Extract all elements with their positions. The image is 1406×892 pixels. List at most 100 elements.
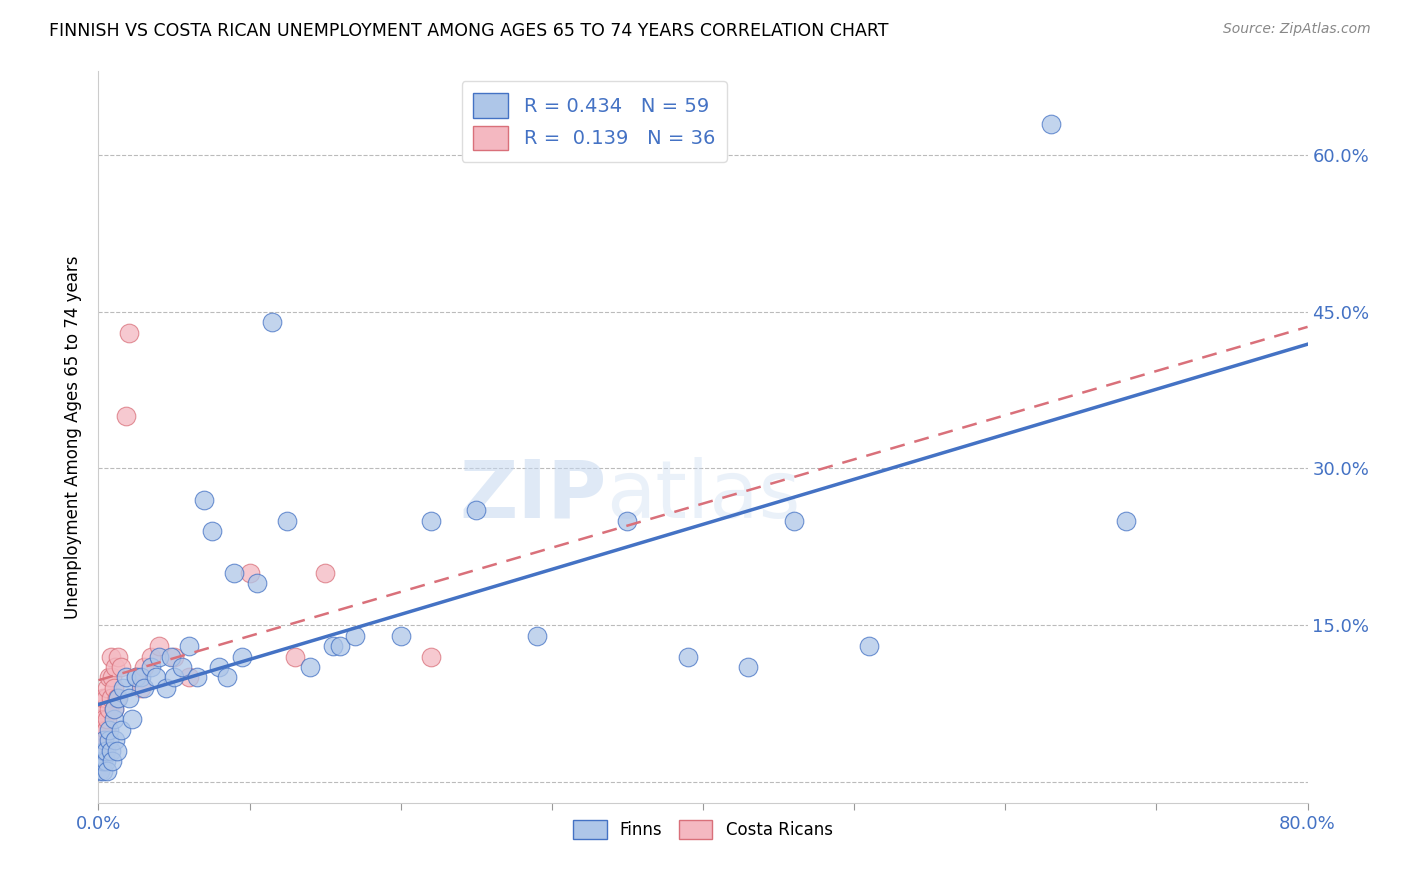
Point	[90, 754, 112, 768]
Point	[231, 649, 253, 664]
Point	[103, 712, 125, 726]
Point	[100, 649, 122, 664]
Text: atlas: atlas	[606, 457, 800, 534]
Point	[246, 576, 269, 591]
Point	[89, 764, 111, 779]
Point	[239, 566, 262, 580]
Point	[262, 315, 284, 329]
Text: Source: ZipAtlas.com: Source: ZipAtlas.com	[1223, 22, 1371, 37]
Point	[110, 723, 132, 737]
Point	[103, 702, 125, 716]
Point	[179, 670, 201, 684]
Point	[118, 691, 141, 706]
Point	[107, 691, 129, 706]
Point	[104, 733, 127, 747]
Point	[420, 514, 443, 528]
Point	[125, 670, 148, 684]
Text: FINNISH VS COSTA RICAN UNEMPLOYMENT AMONG AGES 65 TO 74 YEARS CORRELATION CHART: FINNISH VS COSTA RICAN UNEMPLOYMENT AMON…	[49, 22, 889, 40]
Point	[284, 649, 307, 664]
Point	[465, 503, 488, 517]
Point	[91, 754, 114, 768]
Point	[100, 743, 122, 757]
Point	[616, 514, 638, 528]
Point	[148, 639, 170, 653]
Point	[89, 712, 111, 726]
Point	[160, 649, 183, 664]
Point	[94, 743, 117, 757]
Point	[93, 733, 115, 747]
Legend: Finns, Costa Ricans: Finns, Costa Ricans	[567, 814, 839, 846]
Point	[89, 733, 111, 747]
Point	[215, 670, 238, 684]
Point	[94, 754, 117, 768]
Point	[676, 649, 699, 664]
Point	[96, 681, 118, 695]
Point	[105, 691, 128, 706]
Point	[737, 660, 759, 674]
Point	[93, 733, 115, 747]
Point	[94, 723, 117, 737]
Point	[141, 660, 163, 674]
Point	[224, 566, 246, 580]
Text: ZIP: ZIP	[458, 457, 606, 534]
Point	[93, 712, 115, 726]
Point	[105, 743, 128, 757]
Point	[420, 649, 443, 664]
Point	[186, 670, 208, 684]
Point	[163, 649, 186, 664]
Point	[129, 670, 152, 684]
Point	[132, 660, 155, 674]
Point	[858, 639, 880, 653]
Point	[96, 764, 118, 779]
Point	[132, 681, 155, 695]
Point	[96, 712, 118, 726]
Point	[101, 670, 124, 684]
Point	[155, 681, 177, 695]
Point	[1039, 117, 1062, 131]
Point	[129, 681, 152, 695]
Point	[314, 566, 336, 580]
Point	[344, 629, 367, 643]
Point	[145, 670, 167, 684]
Point	[141, 649, 163, 664]
Point	[98, 670, 121, 684]
Point	[121, 712, 143, 726]
Point	[114, 670, 136, 684]
Point	[170, 660, 193, 674]
Point	[526, 629, 548, 643]
Point	[299, 660, 322, 674]
Point	[163, 670, 186, 684]
Point	[103, 681, 125, 695]
Point	[98, 723, 121, 737]
Point	[90, 702, 112, 716]
Point	[90, 723, 112, 737]
Point	[110, 660, 132, 674]
Point	[94, 691, 117, 706]
Point	[118, 326, 141, 340]
Point	[104, 660, 127, 674]
Point	[389, 629, 412, 643]
Point	[107, 649, 129, 664]
Point	[93, 743, 115, 757]
Point	[783, 514, 806, 528]
Point	[98, 702, 121, 716]
Point	[148, 649, 170, 664]
Point	[91, 764, 114, 779]
Point	[114, 409, 136, 424]
Point	[111, 681, 134, 695]
Point	[1115, 514, 1137, 528]
Y-axis label: Unemployment Among Ages 65 to 74 years: Unemployment Among Ages 65 to 74 years	[65, 255, 83, 619]
Point	[103, 702, 125, 716]
Point	[100, 691, 122, 706]
Point	[201, 524, 224, 538]
Point	[276, 514, 298, 528]
Point	[98, 733, 121, 747]
Point	[208, 660, 231, 674]
Point	[91, 743, 114, 757]
Point	[125, 670, 148, 684]
Point	[179, 639, 201, 653]
Point	[91, 691, 114, 706]
Point	[329, 639, 352, 653]
Point	[193, 492, 215, 507]
Point	[322, 639, 344, 653]
